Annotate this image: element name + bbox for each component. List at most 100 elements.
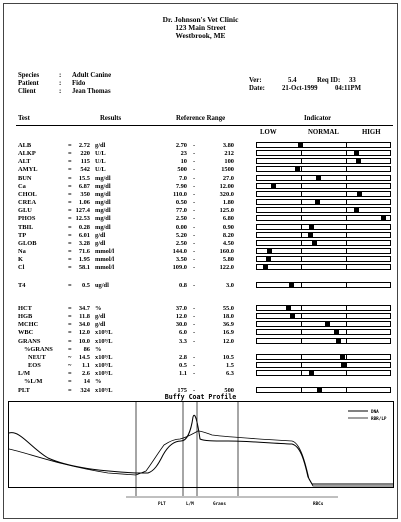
indicator-bar bbox=[256, 166, 391, 173]
test-name: Na bbox=[18, 248, 26, 255]
result-sign: = bbox=[68, 321, 72, 329]
result-unit: U/L bbox=[95, 166, 106, 174]
result-value: 2.6 bbox=[82, 370, 90, 378]
indicator-marker bbox=[309, 224, 314, 229]
indicator-bar bbox=[256, 199, 391, 206]
result-unit: mg/dl bbox=[95, 190, 111, 198]
result-value: 127.4 bbox=[75, 207, 90, 215]
test-name: T4 bbox=[18, 282, 26, 289]
range-high: 3.80 bbox=[222, 142, 234, 149]
range-low: 0.00 bbox=[175, 223, 187, 231]
result-unit: % bbox=[95, 378, 102, 386]
result-sign: = bbox=[68, 256, 72, 264]
indicator-marker bbox=[354, 208, 359, 213]
result-sign: = bbox=[68, 345, 72, 353]
range-dash: - bbox=[193, 223, 196, 231]
range-dash: - bbox=[193, 305, 196, 312]
indicator-bar bbox=[256, 174, 391, 181]
result-sign: = bbox=[68, 386, 72, 394]
species-label: Species bbox=[18, 72, 40, 79]
result-sign: = bbox=[68, 239, 72, 247]
range-low: 5.20 bbox=[175, 231, 187, 239]
indicator-marker bbox=[266, 257, 271, 262]
indicator-bar bbox=[256, 264, 391, 271]
range-low: 2.8 bbox=[179, 353, 187, 361]
result-sign: = bbox=[68, 215, 72, 223]
indicator-bar bbox=[256, 239, 391, 246]
indicator-marker bbox=[263, 265, 268, 270]
label-rbcs: RBCs bbox=[313, 501, 324, 507]
result-sign: = bbox=[68, 231, 72, 239]
indicator-bar bbox=[256, 353, 391, 360]
result-unit: mmol/l bbox=[95, 256, 115, 264]
indicator-marker bbox=[312, 240, 317, 245]
indicator-marker bbox=[356, 159, 361, 164]
range-dash: - bbox=[193, 199, 196, 207]
table-row: T4 = 0.5 ug/dl 0.8 3.0 - bbox=[4, 281, 397, 290]
legend-rbr: RBR/LP bbox=[371, 416, 387, 422]
result-value: 1.95 bbox=[78, 256, 90, 264]
test-name: ALT bbox=[18, 158, 31, 166]
indicator-marker bbox=[325, 322, 330, 327]
indicator-marker bbox=[298, 143, 303, 147]
test-name: CHOL bbox=[18, 190, 37, 198]
indicator-bar bbox=[256, 231, 391, 238]
range-low: 77.0 bbox=[175, 207, 187, 215]
test-name: %GRANS bbox=[24, 345, 53, 353]
range-dash: - bbox=[193, 158, 196, 166]
range-high: 55.0 bbox=[222, 305, 234, 312]
result-value: 1.1 bbox=[82, 362, 90, 370]
result-unit: g/dl bbox=[95, 239, 106, 247]
range-dash: - bbox=[193, 264, 196, 272]
time-value: 04:11PM bbox=[335, 85, 362, 92]
col-test: Test bbox=[18, 115, 30, 122]
test-name: GRANS bbox=[18, 337, 41, 345]
result-unit: ug/dl bbox=[95, 282, 109, 289]
colon: : bbox=[59, 80, 62, 87]
range-dash: - bbox=[193, 370, 196, 378]
range-low: 175 bbox=[177, 386, 187, 394]
indicator-bar bbox=[256, 142, 391, 148]
range-high: 1500 bbox=[221, 166, 234, 174]
result-value: 86 bbox=[83, 345, 90, 353]
table-row: HCT = 34.7% 37.0 55.0 - bbox=[4, 304, 397, 313]
col-indicator: Indicator bbox=[304, 115, 332, 122]
test-name: GLOB bbox=[18, 239, 37, 247]
range-high: 18.0 bbox=[222, 313, 234, 321]
result-unit: U/L bbox=[95, 158, 106, 166]
range-high: 36.9 bbox=[222, 321, 234, 329]
range-high: 12.00 bbox=[219, 182, 234, 190]
range-dash: - bbox=[193, 231, 196, 239]
result-unit: mg/dl bbox=[95, 223, 111, 231]
range-high: 6.3 bbox=[226, 370, 234, 378]
range-low: 144.0 bbox=[172, 248, 187, 255]
test-name: ALB bbox=[18, 142, 32, 149]
result-unit: x10⁹/L bbox=[95, 362, 113, 370]
range-high: 8.20 bbox=[222, 231, 234, 239]
buffy-coat-chart: DNA RBR/LP PLT L/M Grans RBCs bbox=[8, 401, 394, 507]
rbr-lp-curve bbox=[8, 430, 393, 487]
legend-dna: DNA bbox=[371, 409, 379, 415]
indicator-marker bbox=[340, 354, 345, 359]
result-unit: mg/dl bbox=[95, 207, 111, 215]
result-unit: g/dl bbox=[95, 321, 106, 329]
result-value: 71.6 bbox=[78, 248, 90, 255]
range-low: 500 bbox=[177, 166, 187, 174]
chart-frame bbox=[8, 401, 394, 488]
ind-high: HIGH bbox=[362, 129, 381, 136]
ind-normal: NORMAL bbox=[308, 129, 339, 136]
range-low: 3.50 bbox=[175, 256, 187, 264]
buffy-title: Buffy Coat Profile bbox=[164, 393, 237, 401]
table-row: L/M = 2.6 x10⁹/L 1.1 6.3 - bbox=[4, 369, 397, 378]
test-name: Cl bbox=[18, 264, 25, 272]
range-low: 37.0 bbox=[175, 305, 187, 312]
result-value: 34.7 bbox=[78, 305, 90, 312]
indicator-bar bbox=[256, 313, 391, 320]
range-low: 109.0 bbox=[172, 264, 187, 272]
result-value: 6.01 bbox=[78, 231, 90, 239]
indicator-marker bbox=[286, 306, 291, 310]
col-results: Results bbox=[100, 115, 122, 122]
indicator-marker bbox=[290, 314, 295, 319]
range-high: 100 bbox=[224, 158, 234, 166]
result-value: 11.8 bbox=[79, 313, 90, 321]
